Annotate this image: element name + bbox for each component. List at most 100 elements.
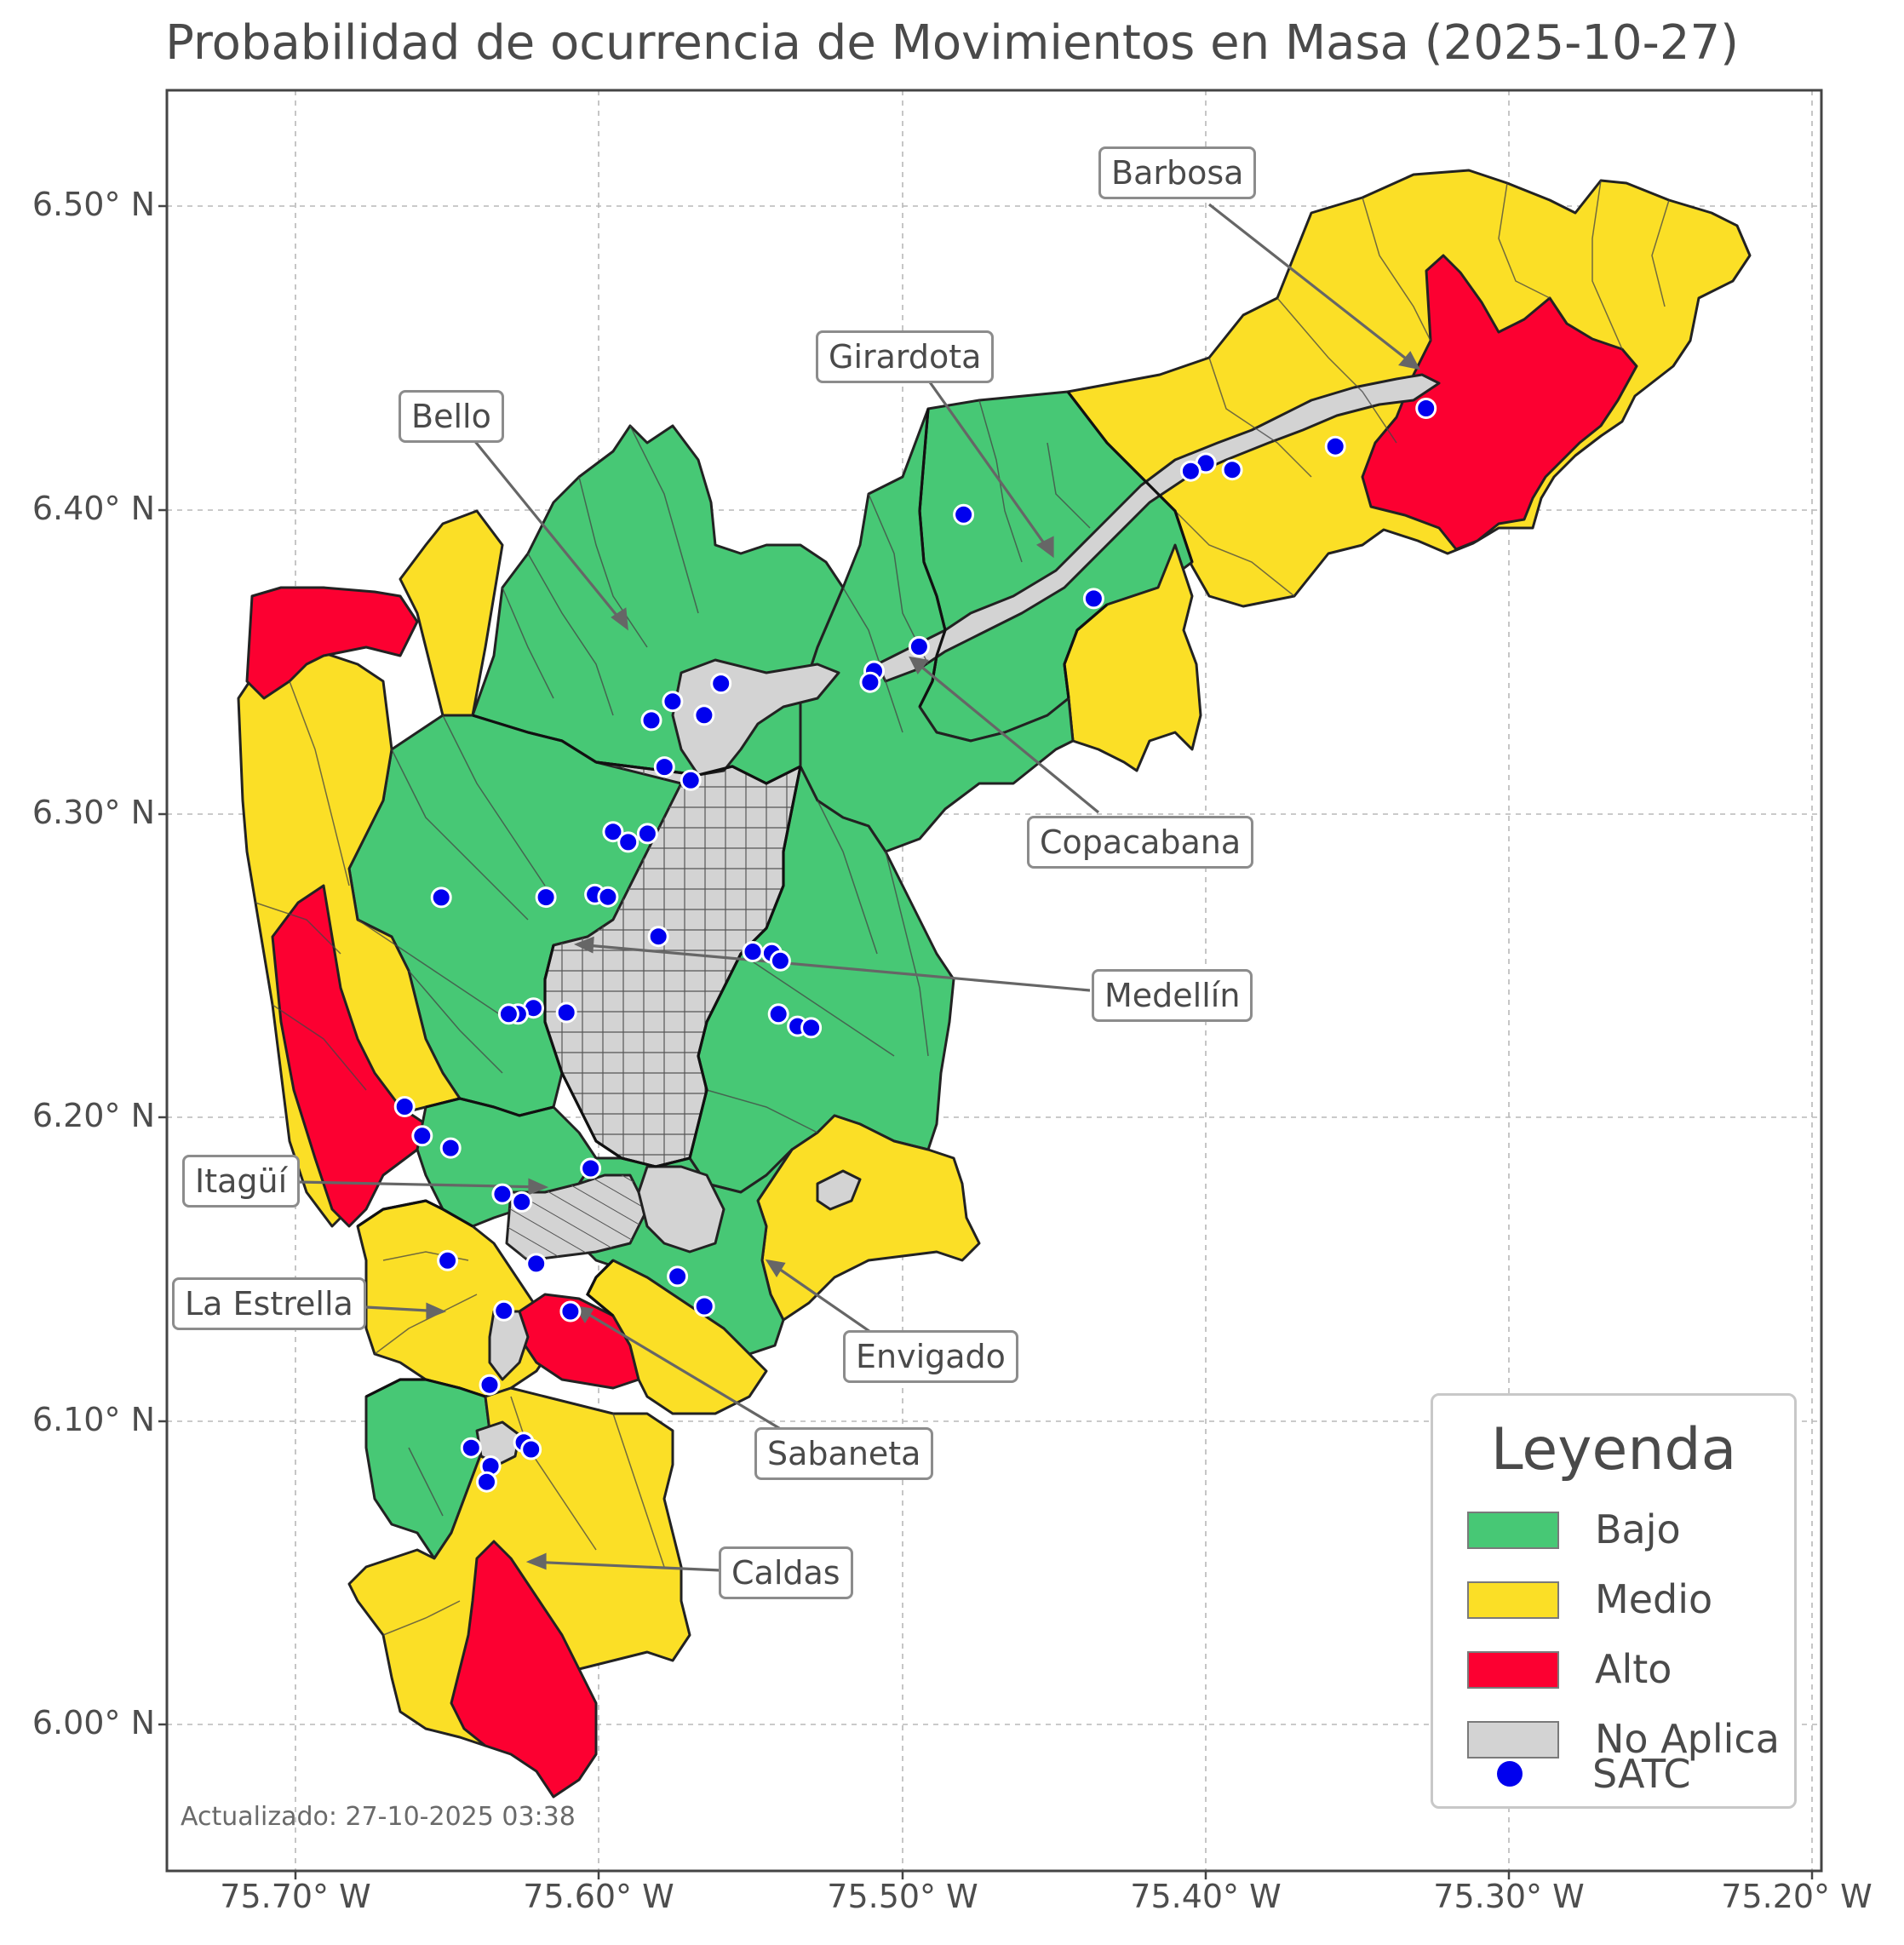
satc-station-marker [667,1265,689,1288]
region-caldas-urban [475,1420,521,1466]
subdivision-lines [255,180,1670,1636]
satc-station-marker [1324,435,1346,457]
region-barbosa-alto [1361,254,1638,551]
legend-item-satc: SATC [1448,1747,1780,1799]
legend-swatch-bajo [1467,1512,1559,1549]
satc-station-marker [491,1183,513,1205]
region-river-strip [875,373,1441,683]
satc-station-marker [520,1438,542,1460]
satc-station-marker [511,1191,533,1213]
satc-station-marker [693,1295,715,1317]
region-sabaneta-alto [518,1293,640,1390]
region-caldas-alto [450,1540,598,1799]
callout-la-estrella: La Estrella [172,1277,366,1330]
satc-station-marker [493,1300,515,1322]
satc-station-marker [769,950,791,972]
callout-caldas: Caldas [719,1546,853,1599]
satc-station-marker [559,1300,582,1322]
region-west-bello-medio [399,509,504,717]
satc-station-marker [602,821,624,843]
map-title: Probabilidad de ocurrencia de Movimiento… [165,15,1739,71]
legend-label: Bajo [1595,1506,1681,1552]
region-envigado-pocket [816,1169,862,1211]
satc-station-marker [1415,398,1437,419]
callout-itagui: Itagüí [182,1155,301,1208]
legend-item-alto: Alto [1450,1643,1782,1694]
satc-stations [393,398,1437,1493]
satc-station-marker [742,941,764,962]
satc-station-marker [859,671,881,693]
legend-swatch-no-aplica [1467,1721,1559,1759]
satc-station-marker [653,756,675,778]
x-tick-label: 75.30° W [1433,1878,1585,1915]
legend-label: SATC [1592,1751,1691,1797]
y-tick-label: 6.50° N [32,186,155,223]
updated-timestamp: Actualizado: 27-10-2025 03:38 [181,1802,576,1832]
region-bello-bajo [471,424,845,785]
region-laestrella-urban [488,1310,530,1381]
legend-swatch-alto [1467,1651,1559,1689]
satc-station-marker [393,1096,416,1117]
legend-swatch-medio [1467,1581,1559,1619]
satc-station-marker [430,886,452,909]
x-tick-label: 75.60° W [523,1878,674,1915]
satc-station-marker [647,926,669,948]
satc-station-marker [460,1437,482,1459]
satc-station-marker [411,1125,433,1147]
legend-item-medio: Medio [1450,1573,1782,1624]
y-tick-label: 6.00° N [32,1704,155,1741]
legend-item-bajo: Bajo [1450,1503,1782,1554]
itagui-hatch [507,1175,647,1260]
satc-station-marker [535,886,557,909]
satc-station-marker [636,823,658,845]
legend-label: No Aplica [1595,1716,1780,1762]
axis-ticks [158,204,1814,1879]
satc-station-marker [1179,460,1201,482]
satc-station-marker [680,769,702,791]
legend-label: Medio [1595,1576,1713,1622]
satc-station-marker [525,1253,548,1275]
satc-station-marker [617,831,639,853]
satc-station-marker [662,691,684,713]
callout-envigado: Envigado [843,1330,1018,1383]
callout-arrows [297,203,1420,1572]
satc-station-marker [555,1001,577,1024]
x-tick-label: 75.20° W [1721,1878,1872,1915]
legend-label: Alto [1595,1646,1672,1692]
satc-station-marker [640,709,662,732]
callout-sabaneta: Sabaneta [754,1427,934,1480]
satc-station-marker [1221,459,1243,481]
callout-copacabana: Copacabana [1027,816,1254,869]
region-nw-alto [245,586,419,700]
y-tick-label: 6.30° N [32,794,155,831]
x-tick-label: 75.70° W [220,1878,371,1915]
medellin-hatch [545,762,800,1167]
legend-item-no-aplica: No Aplica [1450,1713,1782,1764]
legend: Leyenda Bajo Medio Alto No Aplica [1431,1393,1797,1809]
plot-frame [165,89,1823,1873]
callout-barbosa: Barbosa [1098,146,1257,199]
satc-station-marker [800,1017,823,1039]
satc-station-marker [597,886,619,908]
y-tick-label: 6.40° N [32,490,155,527]
satc-station-marker [439,1137,462,1159]
x-tick-label: 75.50° W [827,1878,978,1915]
satc-station-marker [693,704,715,726]
legend-marker-satc [1497,1761,1523,1787]
satc-station-marker [497,1003,519,1025]
satc-station-marker [953,503,975,525]
satc-station-marker [710,673,732,695]
region-envigado-urban [637,1165,725,1254]
callout-girardota: Girardota [816,330,995,383]
satc-station-marker [476,1471,497,1493]
satc-station-marker [908,635,930,657]
satc-station-marker [479,1374,501,1396]
legend-title: Leyenda [1490,1416,1737,1483]
satc-station-marker [1082,588,1104,610]
satc-station-marker [437,1249,459,1271]
region-copacabana-bajo [799,407,1075,853]
satc-station-marker [580,1157,602,1179]
satc-station-marker [767,1003,789,1025]
